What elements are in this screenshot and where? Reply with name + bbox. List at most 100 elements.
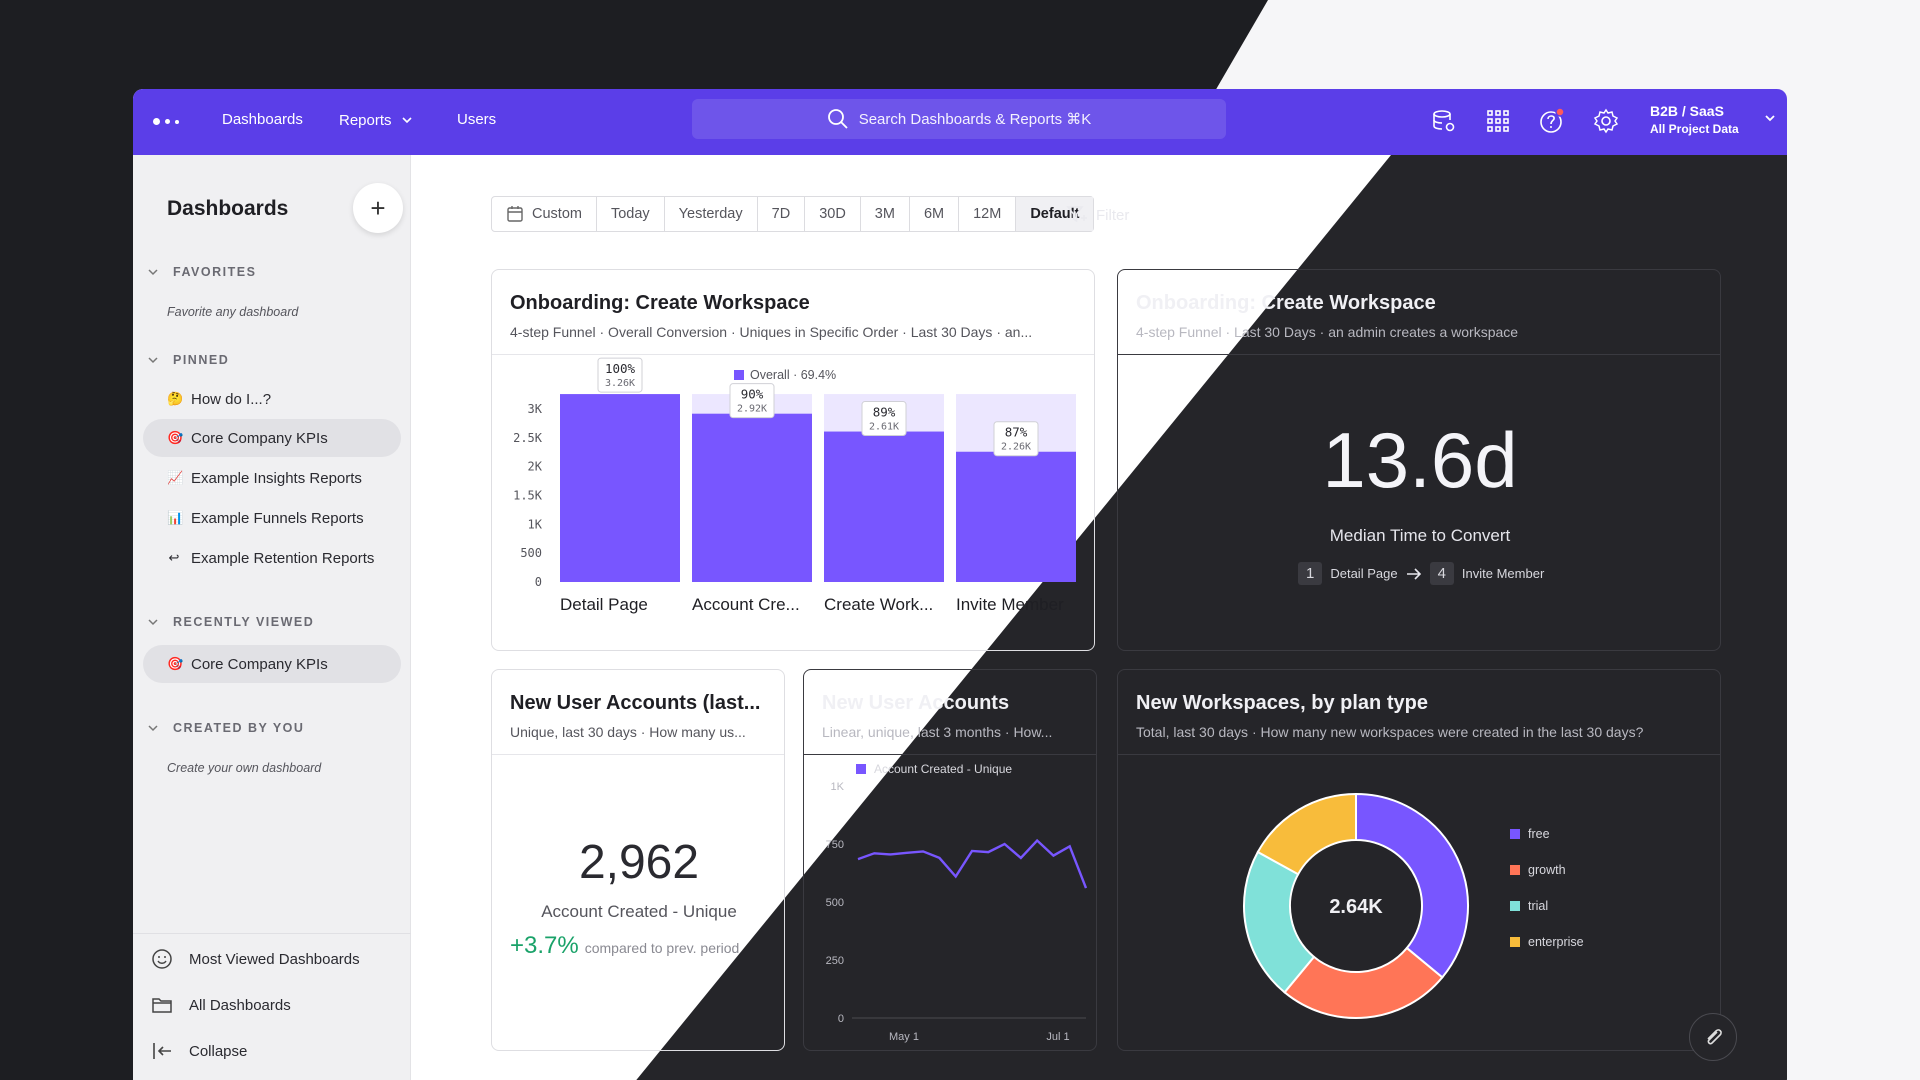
date-option-label: 12M bbox=[973, 206, 1002, 222]
date-option-today[interactable]: Today bbox=[597, 197, 665, 231]
all-dashboards-link[interactable]: All Dashboards bbox=[151, 994, 291, 1016]
new-accounts-metric-card[interactable]: New User Accounts (last... Unique, last … bbox=[491, 669, 785, 1051]
section-pinned[interactable]: PINNED bbox=[147, 353, 229, 367]
logo-icon[interactable] bbox=[153, 113, 183, 129]
card-title: Onboarding: Create Workspace bbox=[510, 292, 810, 314]
card-divider bbox=[1118, 754, 1720, 755]
sidebar-item-retention-reports[interactable]: ↩ Example Retention Reports bbox=[143, 539, 401, 577]
y-tick-label: 750 bbox=[826, 839, 844, 851]
sidebar-item-recent-core-kpis[interactable]: 🎯 Core Company KPIs bbox=[143, 645, 401, 683]
filter-add-icon bbox=[1066, 206, 1087, 223]
bar-label-box bbox=[729, 383, 775, 419]
section-pinned-label: PINNED bbox=[173, 353, 230, 367]
bar-percent-label: 89% bbox=[873, 405, 896, 420]
chevron-down-icon bbox=[401, 117, 412, 124]
funnel-bar-chart: Overall · 69.4% 0 500 1K 1.5K 2K 2.5K 3K 100% 3.2… bbox=[513, 357, 1076, 614]
most-viewed-link[interactable]: Most Viewed Dashboards bbox=[151, 948, 360, 970]
section-created-by-you-label: CREATED BY YOU bbox=[173, 721, 305, 735]
date-option-7d[interactable]: 7D bbox=[758, 197, 806, 231]
card-divider bbox=[492, 354, 1094, 355]
database-settings-icon[interactable] bbox=[1431, 108, 1457, 134]
apps-grid-icon[interactable] bbox=[1485, 108, 1511, 134]
section-created-by-you[interactable]: CREATED BY YOU bbox=[147, 721, 304, 735]
date-option-default[interactable]: Default bbox=[1016, 197, 1094, 231]
bar-percent-label: 100% bbox=[605, 361, 636, 376]
step-label: Detail Page bbox=[1330, 566, 1398, 581]
settings-gear-icon[interactable] bbox=[1593, 108, 1619, 134]
project-selector[interactable]: B2B / SaaS All Project Data bbox=[1650, 102, 1775, 138]
median-time-value: 13.6d bbox=[1322, 416, 1518, 504]
bar-label-box bbox=[993, 421, 1039, 457]
y-tick-label: 3K bbox=[528, 402, 543, 416]
project-name: B2B / SaaS bbox=[1650, 103, 1724, 119]
nav-reports-label: Reports bbox=[339, 111, 392, 129]
sidebar-item-funnels-reports[interactable]: 📊 Example Funnels Reports bbox=[143, 499, 401, 537]
sidebar-item-how-do-i[interactable]: 🤔 How do I...? bbox=[143, 380, 401, 418]
add-dashboard-button[interactable]: + bbox=[353, 183, 403, 233]
arrow-right-icon bbox=[1406, 567, 1421, 580]
chevron-down-icon bbox=[148, 357, 158, 364]
change-note: compared to prev. period bbox=[584, 940, 740, 956]
sidebar-item-label: How do I...? bbox=[191, 390, 272, 408]
help-icon[interactable] bbox=[1539, 108, 1565, 134]
workspaces-donut-chart: 2.64K free growth trial enterprise bbox=[1243, 792, 1584, 1019]
card-subtitle: Total, last 30 days · How many new works… bbox=[1136, 724, 1644, 740]
legend-swatch bbox=[856, 764, 866, 774]
new-accounts-line-card[interactable]: New User Accounts Linear, unique, last 3… bbox=[803, 669, 1097, 1051]
nav-dashboards[interactable]: Dashboards bbox=[222, 111, 303, 128]
date-option-yesterday[interactable]: Yesterday bbox=[665, 197, 758, 231]
date-option-6m[interactable]: 6M bbox=[910, 197, 960, 231]
section-favorites[interactable]: FAVORITES bbox=[147, 265, 256, 279]
date-option-custom[interactable]: Custom bbox=[492, 197, 597, 231]
legend-label: Overall · 69.4% bbox=[750, 368, 836, 382]
date-option-label: 30D bbox=[819, 206, 846, 222]
y-tick-label: 1.5K bbox=[513, 489, 543, 503]
section-recently-viewed[interactable]: RECENTLY VIEWED bbox=[147, 615, 314, 629]
plus-icon: + bbox=[370, 192, 386, 223]
donut-slice bbox=[1355, 792, 1469, 979]
bar-percent-label: 87% bbox=[1005, 425, 1028, 440]
date-option-label: Yesterday bbox=[678, 206, 743, 222]
sidebar: Dashboards + FAVORITES Favorite any dash… bbox=[133, 155, 411, 1080]
card-subtitle: Linear, unique, last 3 months · How... bbox=[822, 724, 1053, 740]
nav-reports[interactable]: Reports bbox=[339, 111, 416, 129]
sidebar-item-core-kpis[interactable]: 🎯 Core Company KPIs bbox=[143, 419, 401, 457]
attach-button[interactable] bbox=[1689, 1013, 1737, 1061]
sidebar-item-label: Example Retention Reports bbox=[191, 549, 375, 567]
card-divider bbox=[804, 754, 1096, 755]
funnel-bar bbox=[956, 451, 1076, 582]
nav-users[interactable]: Users bbox=[457, 111, 496, 128]
funnel-card[interactable]: Onboarding: Create Workspace 4-step Funn… bbox=[491, 269, 1095, 651]
time-to-convert-card[interactable]: Onboarding: Create Workspace 4-step Funn… bbox=[1117, 269, 1721, 651]
collapse-button[interactable]: Collapse bbox=[151, 1040, 247, 1062]
step-number: 4 bbox=[1429, 562, 1454, 585]
chevron-down-icon bbox=[148, 725, 158, 732]
search-input[interactable]: Search Dashboards & Reports ⌘K bbox=[692, 99, 1226, 139]
step-label: Invite Member bbox=[1461, 566, 1545, 581]
favorites-hint: Favorite any dashboard bbox=[167, 305, 299, 319]
date-option-30d[interactable]: 30D bbox=[805, 197, 861, 231]
accounts-created-label: Account Created - Unique bbox=[541, 902, 737, 921]
card-subtitle: 4-step Funnel · Last 30 Days · an admin … bbox=[1136, 324, 1519, 340]
collapse-arrow-icon bbox=[153, 1043, 171, 1059]
dashboard-main: Custom Today Yesterday 7D 30D 3M 6M 12M … bbox=[411, 155, 1787, 1080]
legend-label: trial bbox=[1528, 899, 1548, 913]
sidebar-item-label: Example Funnels Reports bbox=[191, 509, 364, 527]
funnel-bar bbox=[560, 394, 680, 582]
legend-swatch bbox=[1510, 829, 1520, 839]
workspaces-pie-card[interactable]: New Workspaces, by plan type Total, last… bbox=[1117, 669, 1721, 1051]
sidebar-divider bbox=[133, 933, 411, 934]
search-placeholder: Search Dashboards & Reports ⌘K bbox=[858, 111, 1092, 128]
change-percent: +3.7% bbox=[510, 932, 579, 959]
filter-button[interactable]: Filter bbox=[1066, 205, 1129, 225]
date-option-12m[interactable]: 12M bbox=[959, 197, 1017, 231]
sidebar-item-insights-reports[interactable]: 📈 Example Insights Reports bbox=[143, 459, 401, 497]
date-option-3m[interactable]: 3M bbox=[861, 197, 910, 231]
donut-slice bbox=[1256, 792, 1357, 876]
date-option-label: Default bbox=[1030, 206, 1080, 222]
x-category-label: Detail Page bbox=[560, 595, 648, 614]
date-option-label: Today bbox=[610, 206, 650, 222]
y-tick-label: 500 bbox=[520, 546, 542, 560]
funnel-bar bbox=[692, 413, 812, 582]
return-arrow-icon: ↩ bbox=[168, 550, 180, 565]
